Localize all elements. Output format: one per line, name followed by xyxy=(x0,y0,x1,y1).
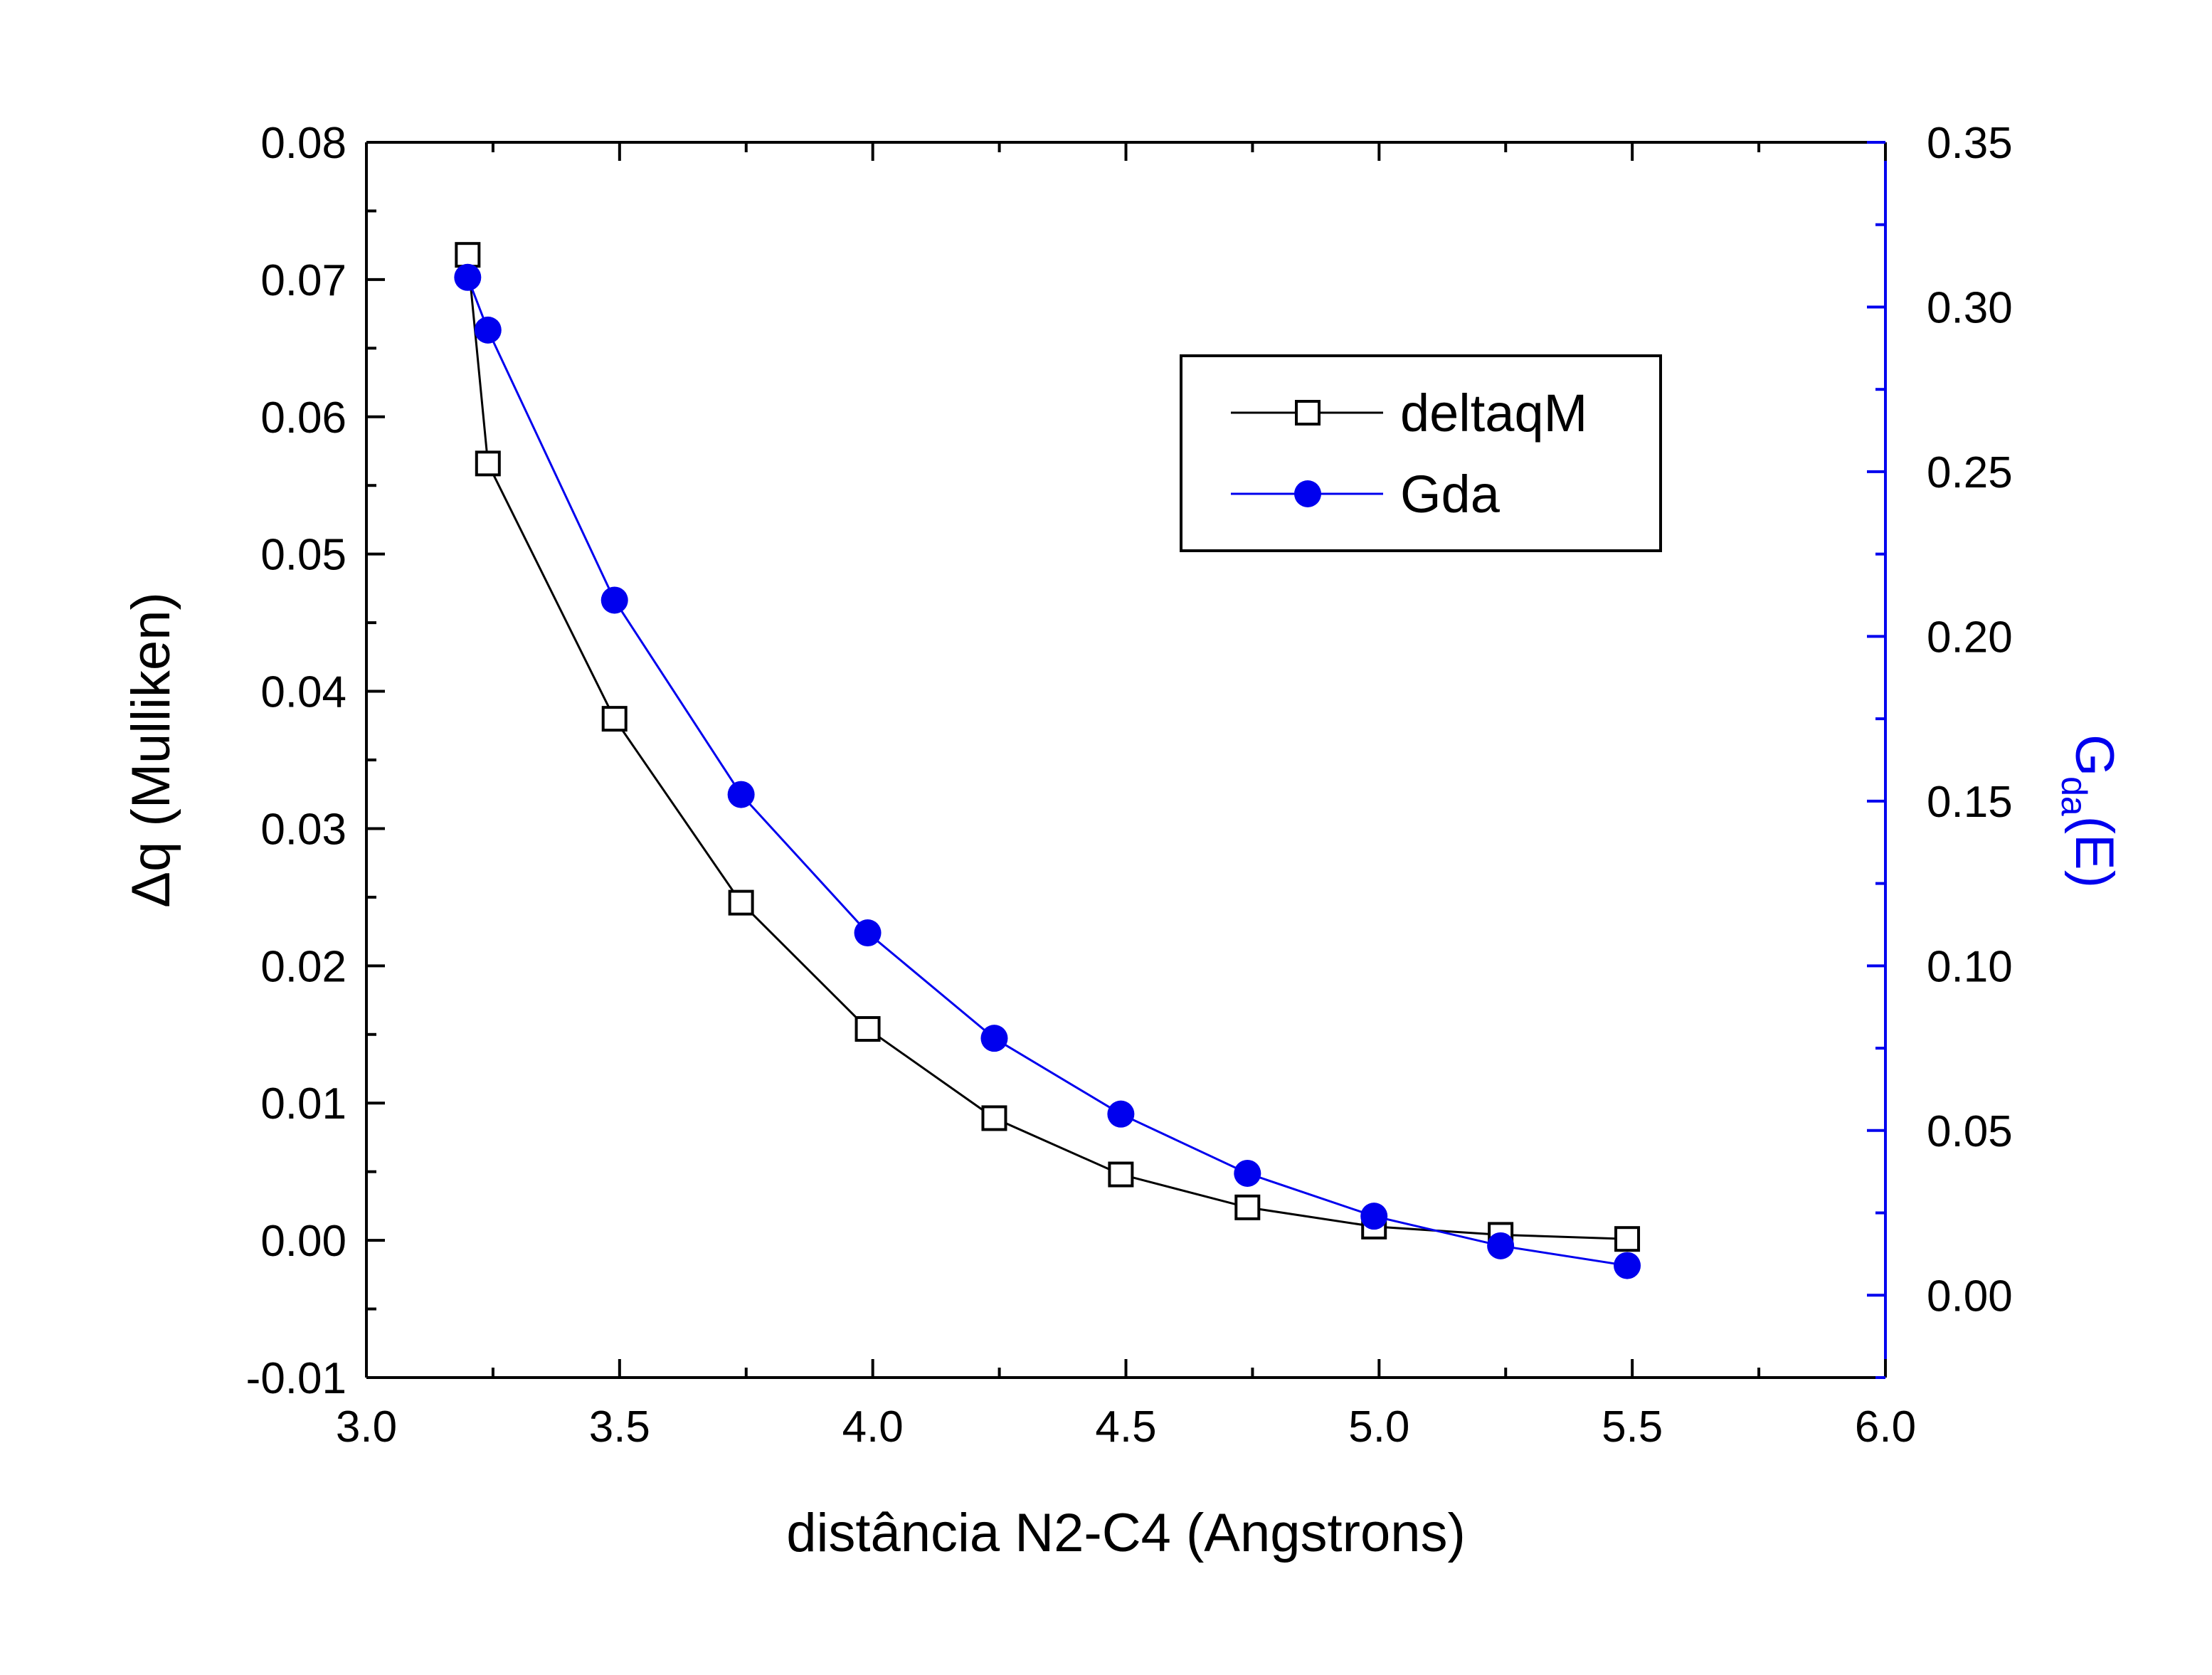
right-y-tick-label: 0.30 xyxy=(1927,283,2013,332)
right-y-axis-title-subscript: da xyxy=(2054,776,2094,816)
right-y-tick-label: 0.25 xyxy=(1927,448,2013,497)
data-point-Gda xyxy=(600,586,628,614)
right-y-tick-label: 0.10 xyxy=(1927,942,2013,991)
data-point-Gda xyxy=(727,781,755,808)
right-y-tick-label: 0.00 xyxy=(1927,1272,2013,1321)
legend-marker-deltaqM xyxy=(1295,400,1321,426)
data-point-Gda xyxy=(854,919,882,947)
data-point-deltaqM xyxy=(455,242,481,268)
right-y-axis-title-suffix: (E) xyxy=(2064,816,2124,888)
data-point-deltaqM xyxy=(854,1016,881,1042)
left-y-tick-label: 0.02 xyxy=(260,942,346,991)
legend-box xyxy=(1180,354,1662,552)
data-point-deltaqM xyxy=(1234,1194,1261,1220)
x-tick-label: 5.0 xyxy=(1348,1402,1409,1452)
right-y-tick-label: 0.20 xyxy=(1927,613,2013,662)
legend: deltaqM Gda xyxy=(1180,354,1662,552)
left-y-tick-label: 0.00 xyxy=(260,1217,346,1266)
left-y-axis-title: Δq (Mulliken) xyxy=(121,592,181,908)
left-y-tick-label: 0.03 xyxy=(260,805,346,854)
data-point-deltaqM xyxy=(728,889,754,916)
left-y-axis-ticks: -0.01 0.00 0.01 0.02 0.03 0.04 0.05 0.06 0.07 0.0… xyxy=(246,119,385,1403)
x-tick-label: 3.5 xyxy=(589,1402,650,1452)
x-tick-label: 3.0 xyxy=(336,1402,397,1452)
right-y-axis-title-main: G xyxy=(2064,734,2124,776)
data-point-deltaqM xyxy=(475,450,501,477)
series-Gda xyxy=(454,263,1641,1279)
data-point-Gda xyxy=(454,263,482,291)
data-point-Gda xyxy=(474,316,502,344)
data-point-Gda xyxy=(1234,1159,1261,1187)
x-tick-label: 4.0 xyxy=(842,1402,904,1452)
right-y-tick-label: 0.15 xyxy=(1927,778,2013,827)
x-axis-ticks: 3.0 3.5 4.0 4.5 5.0 5.5 6.0 xyxy=(336,142,1916,1452)
left-y-tick-label: 0.07 xyxy=(260,256,346,305)
right-y-axis-ticks: 0.00 0.05 0.10 0.15 0.20 0.25 0.30 0.35 xyxy=(1867,119,2013,1379)
x-tick-label: 4.5 xyxy=(1095,1402,1156,1452)
left-y-tick-label: 0.06 xyxy=(260,393,346,443)
right-y-axis-title: Gda(E) xyxy=(2054,734,2124,888)
data-point-deltaqM xyxy=(1614,1226,1641,1252)
data-point-deltaqM xyxy=(981,1105,1007,1131)
data-point-Gda xyxy=(1487,1232,1515,1259)
series-layer xyxy=(454,242,1641,1279)
x-axis-title: distância N2-C4 (Angstrons) xyxy=(786,1503,1466,1563)
data-point-Gda xyxy=(1107,1100,1135,1128)
legend-marker-Gda xyxy=(1294,480,1321,507)
left-y-tick-label: -0.01 xyxy=(246,1354,346,1403)
data-point-Gda xyxy=(980,1025,1008,1052)
legend-label-deltaqM: deltaqM xyxy=(1400,384,1587,443)
left-y-tick-label: 0.05 xyxy=(260,531,346,580)
data-point-Gda xyxy=(1360,1203,1388,1230)
right-y-tick-label: 0.05 xyxy=(1927,1107,2013,1156)
data-point-deltaqM xyxy=(601,706,628,732)
left-y-tick-label: 0.04 xyxy=(260,668,346,717)
x-tick-label: 5.5 xyxy=(1602,1402,1663,1452)
data-point-deltaqM xyxy=(1108,1161,1134,1188)
left-y-tick-label: 0.01 xyxy=(260,1079,346,1129)
data-point-Gda xyxy=(1614,1252,1641,1279)
legend-label-Gda: Gda xyxy=(1400,465,1501,524)
right-y-tick-label: 0.35 xyxy=(1927,119,2013,168)
x-tick-label: 6.0 xyxy=(1855,1402,1916,1452)
left-y-tick-label: 0.08 xyxy=(260,119,346,168)
series-deltaqM xyxy=(455,242,1641,1252)
